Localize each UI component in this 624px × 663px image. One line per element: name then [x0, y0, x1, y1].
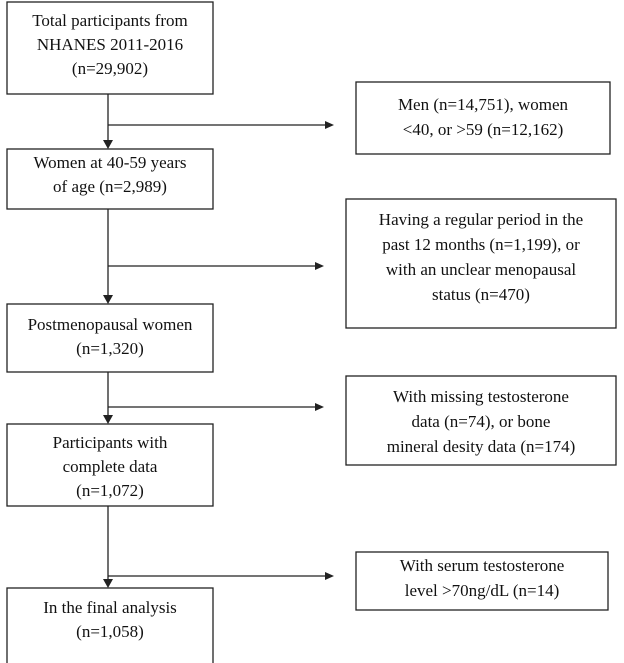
step-box: [6, 423, 214, 507]
exclusion-box: [355, 81, 611, 155]
step-box-text: In the final analysis: [43, 598, 177, 617]
step-box-text: of age (n=2,989): [53, 177, 167, 196]
exclusion-box-text: with an unclear menopausal: [386, 260, 577, 279]
arrowhead: [103, 579, 113, 588]
step-box-text: Women at 40-59 years: [34, 153, 187, 172]
step-box-text: (n=1,058): [76, 622, 144, 641]
step-box-text: Total participants from: [32, 11, 188, 30]
arrowhead: [103, 295, 113, 304]
arrowhead: [325, 572, 334, 580]
exclusion-box-text: past 12 months (n=1,199), or: [382, 235, 580, 254]
exclusion-box-text: level >70ng/dL (n=14): [405, 581, 560, 600]
arrowhead: [315, 403, 324, 411]
step-box-text: (n=1,320): [76, 339, 144, 358]
step-box-text: Postmenopausal women: [28, 315, 193, 334]
exclusion-box-text: With missing testosterone: [393, 387, 569, 406]
exclusion-box-text: Men (n=14,751), women: [398, 95, 569, 114]
step-box: [6, 148, 214, 210]
step-box: [6, 1, 214, 95]
arrowhead: [103, 415, 113, 424]
exclusion-box: [355, 551, 609, 611]
exclusion-box: [345, 198, 617, 329]
exclusion-box-text: data (n=74), or bone: [412, 412, 551, 431]
arrowhead: [315, 262, 324, 270]
exclusion-box-text: Having a regular period in the: [379, 210, 583, 229]
step-box-text: NHANES 2011-2016: [37, 35, 183, 54]
exclusion-box-text: With serum testosterone: [400, 556, 565, 575]
step-box-text: Participants with: [53, 433, 168, 452]
exclusion-box-text: mineral desity data (n=174): [387, 437, 576, 456]
exclusion-box-text: <40, or >59 (n=12,162): [403, 120, 564, 139]
arrowhead: [325, 121, 334, 129]
step-box: [6, 587, 214, 663]
step-box-text: (n=29,902): [72, 59, 148, 78]
exclusion-box-text: status (n=470): [432, 285, 530, 304]
arrowhead: [103, 140, 113, 149]
step-box-text: complete data: [63, 457, 158, 476]
step-box: [6, 303, 214, 373]
step-box-text: (n=1,072): [76, 481, 144, 500]
exclusion-box: [345, 375, 617, 466]
